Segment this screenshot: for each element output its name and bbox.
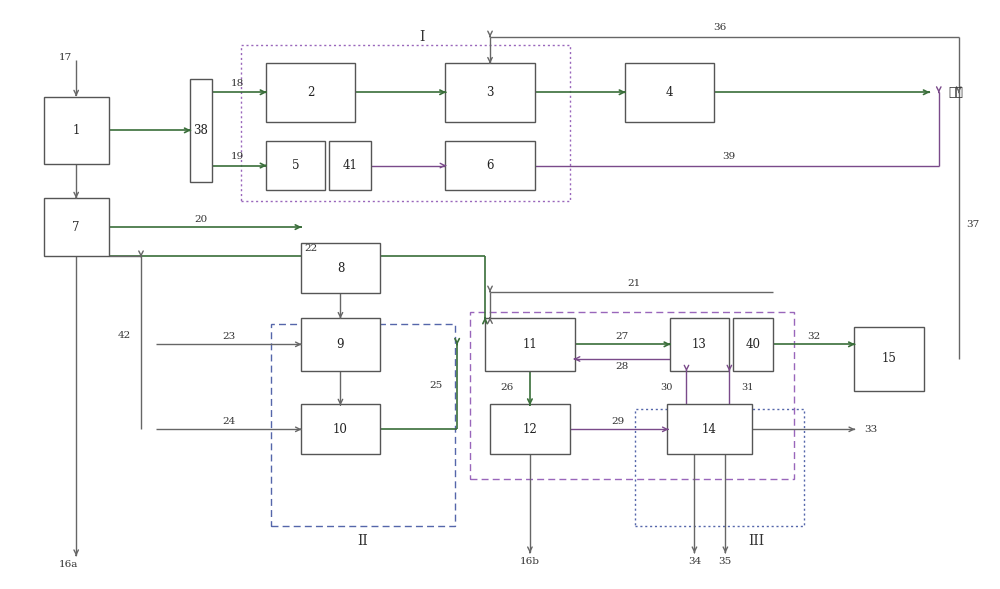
- Text: 产品: 产品: [949, 86, 964, 99]
- Text: 42: 42: [117, 331, 131, 340]
- Text: 31: 31: [741, 383, 754, 392]
- Text: 36: 36: [713, 24, 726, 32]
- Text: II: II: [358, 534, 368, 548]
- Text: 8: 8: [337, 262, 344, 274]
- Text: 11: 11: [523, 338, 537, 351]
- Text: 5: 5: [292, 159, 299, 172]
- Text: 35: 35: [719, 557, 732, 565]
- Text: 16b: 16b: [520, 557, 540, 565]
- Text: 13: 13: [692, 338, 707, 351]
- Bar: [241, 45, 570, 201]
- Text: 37: 37: [967, 220, 980, 229]
- Bar: [485, 318, 575, 370]
- Bar: [470, 312, 794, 479]
- Text: 40: 40: [746, 338, 761, 351]
- Bar: [625, 63, 714, 121]
- Bar: [44, 97, 109, 164]
- Text: 34: 34: [688, 557, 701, 565]
- Bar: [667, 405, 752, 454]
- Text: 15: 15: [881, 352, 896, 366]
- Text: 28: 28: [615, 362, 628, 370]
- Text: 23: 23: [222, 332, 235, 341]
- Text: 19: 19: [231, 152, 244, 161]
- Text: 24: 24: [222, 417, 235, 426]
- Text: 17: 17: [59, 52, 72, 62]
- Bar: [190, 79, 212, 181]
- Bar: [301, 318, 380, 370]
- Bar: [301, 405, 380, 454]
- Text: 20: 20: [194, 215, 207, 224]
- Bar: [329, 141, 371, 190]
- Text: 33: 33: [864, 425, 877, 434]
- Text: 6: 6: [486, 159, 494, 172]
- Bar: [733, 318, 773, 370]
- Text: 7: 7: [72, 221, 80, 234]
- Text: 26: 26: [501, 383, 514, 392]
- Text: 2: 2: [307, 86, 314, 99]
- Bar: [271, 324, 455, 526]
- Text: 4: 4: [666, 86, 673, 99]
- Text: 32: 32: [807, 332, 821, 341]
- Bar: [490, 405, 570, 454]
- Text: 1: 1: [72, 124, 80, 137]
- Bar: [301, 243, 380, 293]
- Text: 12: 12: [523, 423, 537, 436]
- Text: 39: 39: [723, 152, 736, 161]
- Bar: [266, 63, 355, 121]
- Bar: [445, 63, 535, 121]
- Bar: [635, 409, 804, 526]
- Text: 21: 21: [627, 279, 640, 289]
- Text: 22: 22: [304, 244, 317, 253]
- Bar: [670, 318, 729, 370]
- Text: 41: 41: [343, 159, 358, 172]
- Text: 30: 30: [660, 383, 673, 392]
- Text: 29: 29: [611, 417, 624, 426]
- Text: 25: 25: [429, 381, 442, 390]
- Text: 14: 14: [702, 423, 717, 436]
- Bar: [44, 198, 109, 256]
- Text: 9: 9: [337, 338, 344, 351]
- Text: 3: 3: [486, 86, 494, 99]
- Bar: [445, 141, 535, 190]
- Text: 27: 27: [615, 332, 628, 341]
- Text: 10: 10: [333, 423, 348, 436]
- Text: 16a: 16a: [59, 560, 79, 568]
- Text: 18: 18: [231, 79, 244, 88]
- Text: I: I: [419, 29, 424, 44]
- Text: III: III: [749, 534, 765, 548]
- Text: 38: 38: [193, 124, 208, 137]
- Bar: [854, 327, 924, 391]
- Bar: [266, 141, 325, 190]
